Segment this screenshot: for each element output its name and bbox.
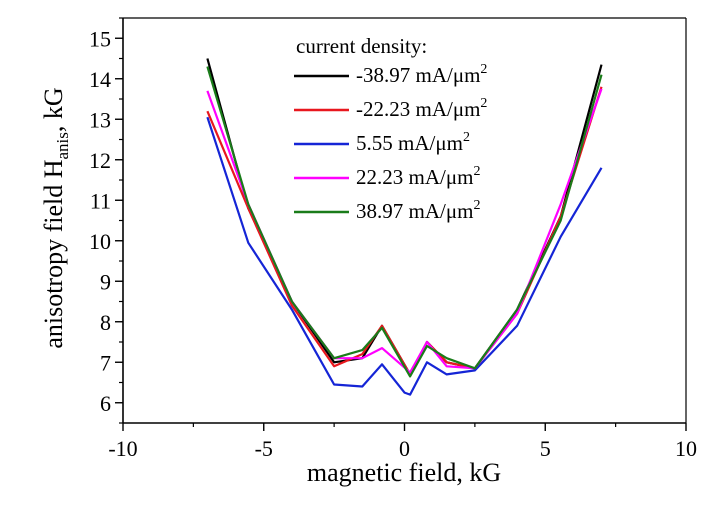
axes — [115, 17, 687, 431]
legend-label-superscript: 2 — [480, 96, 487, 111]
series-line-1 — [206, 86, 603, 376]
y-tick-label: 7 — [100, 350, 111, 375]
series-line-4 — [206, 66, 603, 378]
legend: current density: -38.97 mA/μm2 -22.23 mA/μ… — [294, 34, 487, 223]
y-tick-label: 13 — [89, 107, 111, 132]
tick-labels: -10 -5 0 5 10 6 7 8 9 10 11 12 13 14 15 — [89, 26, 697, 461]
legend-label-1: -22.23 mA/μm2 — [356, 96, 487, 121]
x-tick-label: -5 — [255, 436, 273, 461]
y-tick-label: 11 — [90, 188, 111, 213]
legend-label-superscript: 2 — [463, 130, 470, 145]
legend-label-superscript: 2 — [473, 198, 480, 213]
y-tick-label: 15 — [89, 26, 111, 51]
x-tick-label: 5 — [540, 436, 551, 461]
legend-label-3: 22.23 mA/μm2 — [356, 164, 480, 189]
legend-title: current density: — [296, 34, 427, 58]
legend-label-0: -38.97 mA/μm2 — [356, 62, 487, 87]
series-line-2 — [206, 116, 603, 396]
y-axis-label-subscript: anis — [53, 132, 72, 159]
x-axis-label: magnetic field, kG — [307, 458, 501, 487]
y-tick-label: 6 — [100, 391, 111, 416]
legend-label-2: 5.55 mA/μm2 — [356, 130, 470, 155]
y-axis-label-main: anisotropy field H — [39, 159, 68, 348]
y-tick-label: 14 — [89, 67, 111, 92]
x-tick-label: -10 — [108, 436, 137, 461]
x-tick-label: 0 — [399, 436, 410, 461]
y-tick-label: 10 — [89, 229, 111, 254]
legend-label-superscript: 2 — [480, 62, 487, 77]
legend-label-4: 38.97 mA/μm2 — [356, 198, 480, 223]
x-tick-label: 10 — [675, 436, 697, 461]
y-axis-label-tail: , kG — [39, 87, 68, 132]
y-tick-label: 8 — [100, 310, 111, 335]
y-tick-label: 9 — [100, 269, 111, 294]
legend-label-superscript: 2 — [473, 164, 480, 179]
series-layer — [206, 58, 603, 396]
y-axis-label: anisotropy field Hanis, kG — [39, 87, 72, 348]
y-tick-label: 12 — [89, 148, 111, 173]
